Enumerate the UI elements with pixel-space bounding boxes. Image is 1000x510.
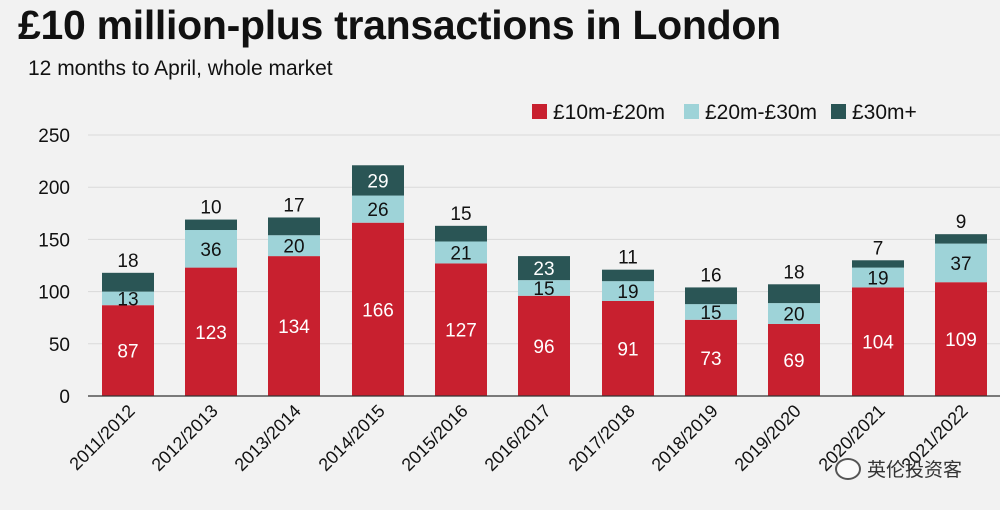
- bar-segment: [435, 263, 487, 396]
- data-label: 104: [862, 333, 894, 354]
- data-label: 109: [945, 330, 977, 351]
- bar-segment: [352, 165, 404, 196]
- bar-segment: [685, 287, 737, 305]
- x-category-label: 2014/2015: [315, 401, 389, 475]
- bar-segment: [852, 287, 904, 396]
- data-label: 19: [867, 269, 888, 290]
- data-label: 26: [367, 200, 388, 221]
- x-category-label: 2016/2017: [481, 401, 555, 475]
- x-category-label: 2018/2019: [648, 401, 722, 475]
- data-label: 20: [283, 237, 304, 258]
- y-tick-label: 100: [38, 283, 70, 304]
- y-tick-label: 0: [59, 387, 70, 408]
- data-label: 96: [533, 337, 554, 358]
- bar-segment: [602, 281, 654, 301]
- bar-segment: [935, 282, 987, 396]
- bar-segment: [268, 256, 320, 396]
- x-category-label: 2013/2014: [231, 401, 305, 475]
- bar-segment: [185, 230, 237, 268]
- legend-label: £30m+: [852, 101, 917, 124]
- x-category-label: 2012/2013: [148, 401, 222, 475]
- data-label: 127: [445, 321, 477, 342]
- bar-segment: [518, 280, 570, 296]
- bar-segment: [268, 235, 320, 257]
- bar-segment: [935, 234, 987, 244]
- bar-segment: [518, 256, 570, 281]
- data-label: 16: [700, 265, 721, 286]
- chart-title: £10 million-plus transactions in London: [18, 2, 781, 48]
- wechat-icon: [834, 457, 861, 480]
- data-label: 87: [117, 342, 138, 363]
- bar-segment: [852, 260, 904, 268]
- y-tick-label: 150: [38, 230, 70, 251]
- legend-label: £20m-£30m: [705, 101, 817, 124]
- bar-segment: [102, 305, 154, 396]
- bar-segment: [935, 243, 987, 283]
- data-label: 9: [956, 212, 967, 233]
- watermark: 英伦投资客: [834, 455, 962, 482]
- legend-swatch: [532, 104, 547, 119]
- data-label: 37: [950, 254, 971, 275]
- data-label: 7: [873, 238, 884, 259]
- data-label: 20: [783, 305, 804, 326]
- data-label: 73: [700, 349, 721, 370]
- bar-segment: [685, 319, 737, 396]
- bar-segment: [602, 269, 654, 282]
- data-label: 17: [283, 195, 304, 216]
- watermark-text: 英伦投资客: [866, 460, 962, 481]
- x-category-label: 2011/2012: [65, 401, 138, 474]
- legend-swatch: [831, 104, 846, 119]
- data-label: 13: [117, 289, 138, 310]
- bar-segment: [352, 222, 404, 396]
- bar-segment: [768, 323, 820, 396]
- bar-segment: [185, 267, 237, 396]
- y-tick-label: 250: [38, 126, 70, 147]
- data-label: 15: [533, 279, 554, 300]
- data-label: 10: [200, 198, 221, 219]
- data-label: 18: [783, 262, 804, 283]
- bar-segment: [602, 300, 654, 396]
- chart-subtitle: 12 months to April, whole market: [28, 57, 333, 80]
- bar-segment: [102, 291, 154, 306]
- data-label: 123: [195, 323, 227, 344]
- bar-segment: [685, 304, 737, 320]
- data-label: 91: [617, 339, 638, 360]
- legend-label: £10m-£20m: [553, 101, 665, 124]
- data-label: 23: [533, 259, 554, 280]
- data-label: 11: [618, 248, 638, 269]
- bar-segment: [768, 303, 820, 324]
- x-category-label: 2017/2018: [565, 401, 639, 475]
- y-tick-label: 200: [38, 178, 70, 199]
- data-label: 21: [450, 243, 471, 264]
- bar-segment: [268, 217, 320, 236]
- bar-segment: [352, 195, 404, 223]
- x-category-label: 2019/2020: [731, 401, 805, 475]
- data-label: 15: [700, 303, 721, 324]
- data-label: 18: [117, 251, 138, 272]
- bar-segment: [435, 225, 487, 242]
- data-label: 36: [200, 240, 221, 261]
- data-label: 69: [783, 351, 804, 372]
- bar-segment: [518, 295, 570, 396]
- data-label: 166: [362, 300, 394, 321]
- bar-segment: [852, 267, 904, 288]
- data-label: 29: [367, 171, 388, 192]
- bar-segment: [102, 272, 154, 292]
- data-label: 15: [450, 204, 471, 225]
- bar-segment: [768, 284, 820, 304]
- data-label: 134: [278, 317, 310, 338]
- data-label: 19: [617, 282, 638, 303]
- y-tick-label: 50: [49, 335, 70, 356]
- legend-swatch: [684, 104, 699, 119]
- x-category-label: 2015/2016: [398, 401, 472, 475]
- bar-segment: [435, 241, 487, 264]
- bar-segment: [185, 219, 237, 231]
